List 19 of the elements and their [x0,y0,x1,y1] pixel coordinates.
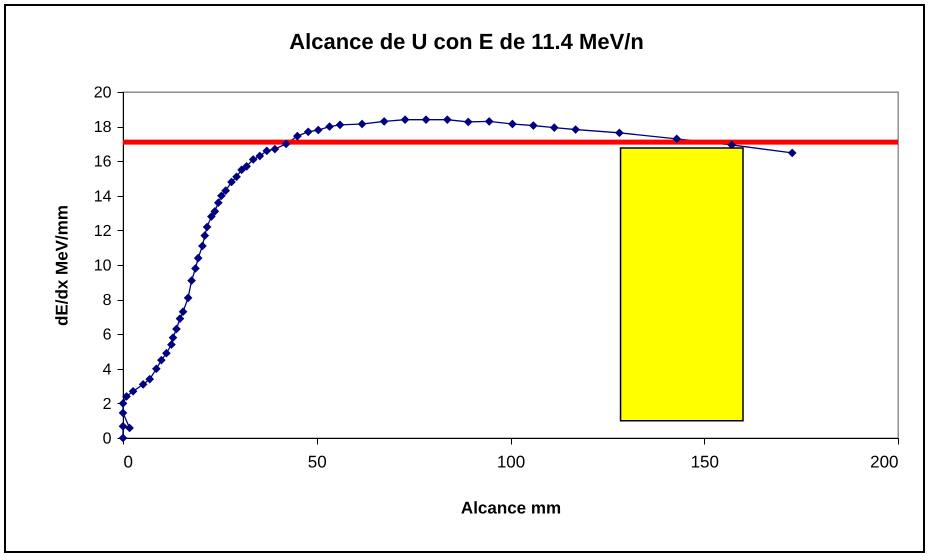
y-tick-label: 0 [102,430,112,448]
x-tick-label: 150 [690,452,719,472]
y-tick-label: 18 [94,119,112,136]
x-tick-label: 50 [308,452,327,472]
y-tick-label: 6 [102,326,112,344]
y-tick-label: 14 [94,188,112,206]
y-tick-label: 20 [94,84,112,102]
x-tick-label: 100 [496,452,526,472]
y-tick-label: 16 [94,154,112,171]
x-axis-title: Alcance mm [460,498,562,518]
x-tick-label: 200 [870,452,898,472]
chart-title: Alcance de U con E de 11.4 MeV/n [289,29,644,54]
y-tick-label: 2 [102,396,112,413]
y-axis-title: dE/dx MeV/mm [52,205,72,326]
y-tick-label: 10 [94,258,112,274]
y-tick-label: 8 [102,292,112,310]
y-tick-label: 12 [94,222,112,240]
x-tick-label: 0 [124,452,133,472]
y-tick-label: 4 [102,361,112,378]
